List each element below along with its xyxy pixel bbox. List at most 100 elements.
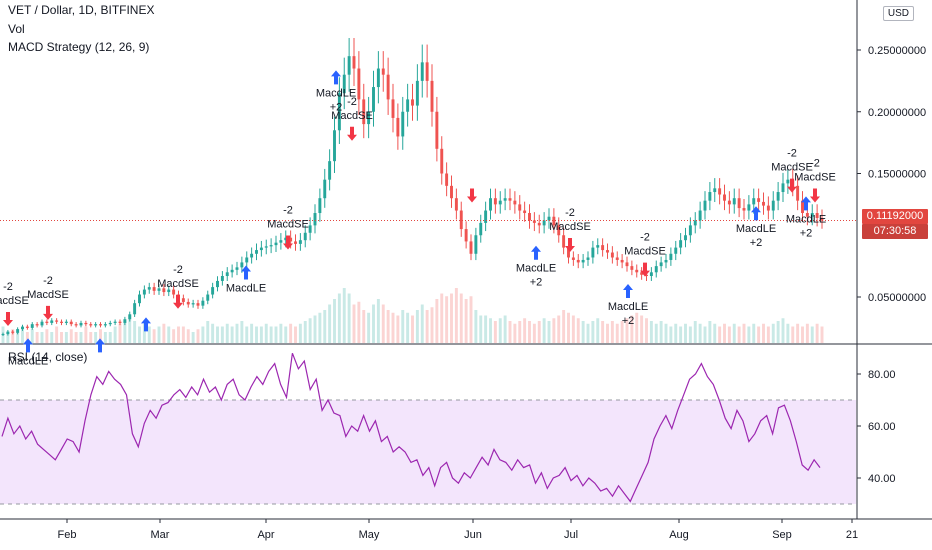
volume-bar (391, 312, 395, 343)
candle-body (786, 179, 790, 184)
rsi-legend[interactable]: RSI (14, close) (8, 350, 88, 364)
volume-bar (552, 318, 556, 343)
candle-body (35, 324, 39, 326)
candle-body (742, 208, 746, 211)
candle-body (445, 173, 449, 186)
volume-bar (191, 332, 195, 343)
volume-bar (786, 323, 790, 343)
volume-bar (79, 332, 83, 343)
volume-bar (372, 304, 375, 343)
candle-body (464, 229, 468, 242)
candle-body (542, 220, 546, 226)
candle-body (684, 235, 687, 241)
candle-body (45, 321, 49, 323)
sell-arrow-icon (787, 178, 797, 193)
candle-body (771, 200, 775, 211)
volume-bar (138, 326, 141, 343)
volume-bar (274, 326, 278, 343)
sell-arrow-icon (43, 305, 53, 320)
candle-body (240, 262, 244, 268)
volume-bar (659, 321, 663, 343)
signal-qty: -2 (173, 264, 183, 276)
volume-bar (362, 310, 366, 343)
candle-body (415, 80, 419, 106)
candle-body (123, 319, 127, 323)
signal-label: MacdSE (549, 221, 591, 233)
signal-qty: +2 (330, 101, 343, 113)
volume-bar (625, 318, 629, 343)
candle-body (396, 117, 400, 137)
volume-bar (781, 318, 785, 343)
volume-bar (225, 323, 229, 343)
volume-bar (45, 329, 49, 343)
volume-bar (30, 329, 34, 343)
candle-body (235, 267, 239, 270)
volume-bar (147, 326, 151, 343)
candle-body (11, 331, 15, 333)
volume-bar (796, 323, 800, 343)
time-tick-label: Feb (58, 529, 77, 541)
signal-qty: +2 (622, 315, 635, 327)
volume-bar (757, 326, 761, 343)
volume-bar (679, 326, 683, 343)
volume-bar (474, 310, 478, 343)
volume-bar (479, 315, 483, 343)
buy-arrow-icon (241, 265, 251, 280)
volume-bar (430, 307, 434, 343)
candle-body (757, 198, 761, 202)
volume-bar (269, 326, 273, 343)
volume-bar (40, 332, 44, 343)
candle-body (79, 322, 83, 326)
volume-bar (11, 329, 15, 343)
candle-body (74, 324, 78, 326)
volume-bar (376, 299, 380, 343)
currency-badge[interactable]: USD (882, 6, 914, 21)
candle-body (567, 247, 570, 258)
volume-bar (591, 321, 595, 343)
signal-label: MacdSE (267, 218, 309, 230)
signal-label: MacdLE (316, 87, 356, 99)
candle-body (313, 213, 317, 226)
signal-label: MacdSE (157, 278, 199, 290)
signal-long-entry: MacdLE +2 (316, 70, 356, 113)
volume-bar (303, 321, 307, 343)
candle-body (40, 321, 44, 326)
candle-body (211, 287, 215, 295)
time-tick-label: Sep (772, 529, 792, 541)
price-tick-label: 0.25000000 (868, 45, 926, 57)
volume-bar (649, 321, 653, 343)
candle-body (206, 294, 210, 301)
candle-body (255, 250, 258, 254)
candle-body (284, 237, 288, 241)
volume-bar (240, 321, 244, 343)
candle-body (55, 320, 59, 322)
candle-body (674, 247, 678, 254)
volume-bar (630, 315, 634, 343)
candle-body (30, 324, 34, 328)
signal-short-entry: MacdSE -2 (157, 264, 199, 309)
candle-body (450, 185, 453, 199)
signal-qty: -2 (3, 281, 13, 293)
countdown-tag: 07:30:58 (862, 224, 928, 239)
volume-bar (762, 323, 765, 343)
volume-bar (401, 310, 405, 343)
volume-bar (396, 315, 400, 343)
candle-body (718, 188, 722, 195)
candle-body (669, 253, 673, 260)
volume-bar (801, 326, 804, 343)
volume-bar (103, 332, 107, 343)
strategy-legend[interactable]: MACD Strategy (12, 26, 9) (8, 40, 150, 54)
symbol-title[interactable]: VET / Dollar, 1D, BITFINEX (8, 3, 155, 17)
price-tick-label: 0.15000000 (868, 169, 926, 181)
signal-qty: +2 (530, 277, 543, 289)
signal-qty: +2 (750, 237, 763, 249)
volume-legend[interactable]: Vol (8, 22, 25, 36)
sell-arrow-icon (810, 188, 820, 203)
volume-bar (664, 323, 668, 343)
volume-bar (498, 318, 502, 343)
volume-bar (142, 323, 146, 343)
volume-bar (230, 326, 234, 343)
candle-body (664, 259, 668, 263)
